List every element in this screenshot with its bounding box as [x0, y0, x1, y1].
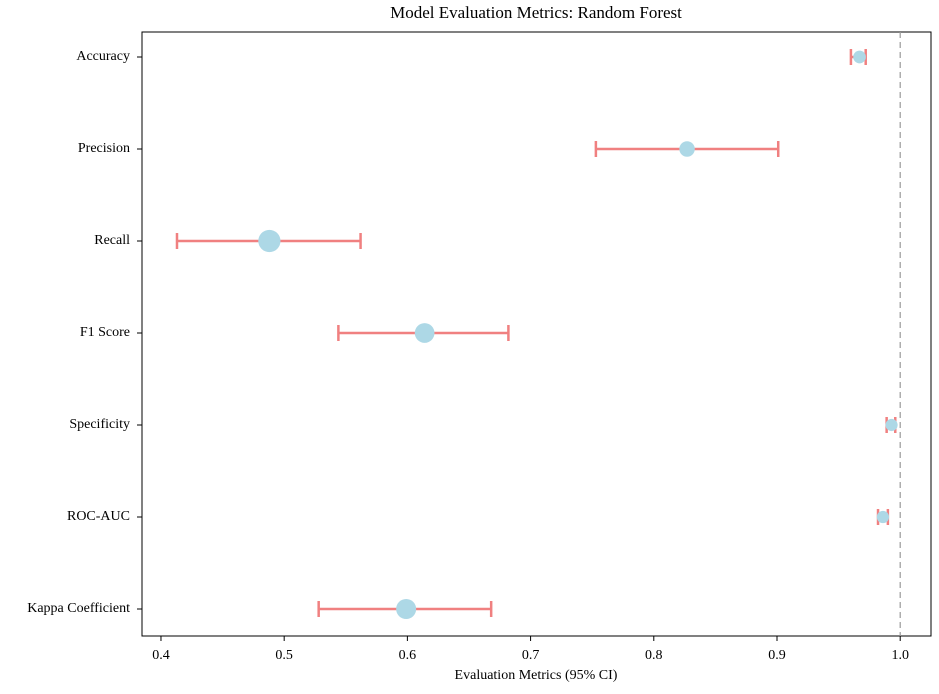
x-tick-label: 0.8	[645, 648, 663, 663]
point	[876, 510, 890, 524]
x-tick-label: 0.7	[522, 648, 540, 663]
y-tick-label: Recall	[94, 233, 130, 248]
y-tick-label: F1 Score	[80, 325, 130, 340]
x-tick-label: 0.5	[275, 648, 293, 663]
y-tick-label: ROC-AUC	[67, 509, 130, 524]
y-tick-label: Specificity	[69, 417, 130, 432]
x-tick-label: 1.0	[891, 648, 909, 663]
chart-title: Model Evaluation Metrics: Random Forest	[390, 3, 682, 22]
point	[853, 50, 866, 64]
y-tick-label: Kappa Coefficient	[27, 601, 130, 616]
x-axis-label: Evaluation Metrics (95% CI)	[455, 668, 618, 683]
point	[679, 141, 695, 157]
point	[396, 598, 417, 620]
y-tick-label: Accuracy	[76, 49, 130, 64]
plot-frame	[141, 31, 932, 637]
x-tick-label: 0.4	[152, 648, 170, 663]
point	[885, 418, 898, 432]
x-tick-label: 0.6	[399, 648, 417, 663]
y-tick-label: Precision	[78, 141, 130, 156]
x-tick-label: 0.9	[768, 648, 786, 663]
point	[414, 323, 435, 343]
point	[258, 229, 281, 253]
